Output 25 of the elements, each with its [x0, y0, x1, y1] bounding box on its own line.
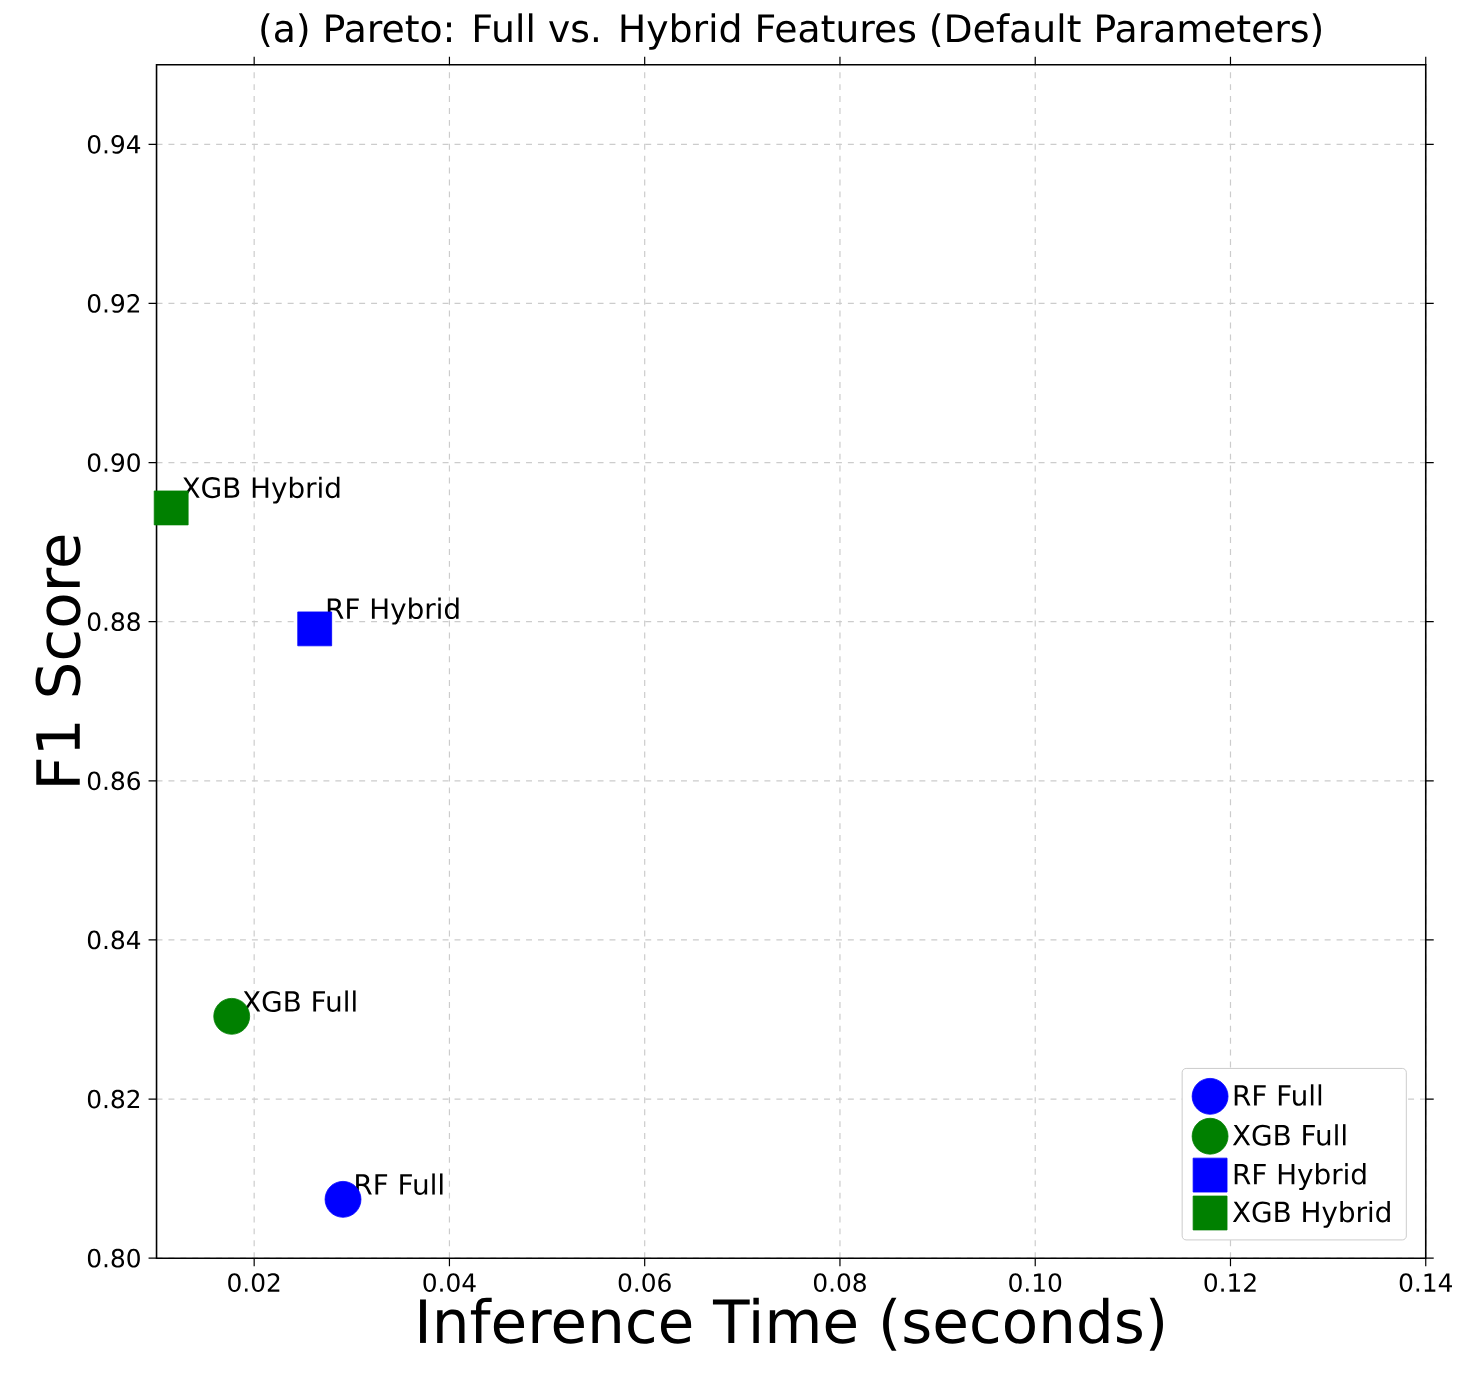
- x-tick-label: 0.10: [1009, 1273, 1062, 1293]
- y-tick-label: 0.88: [87, 612, 140, 632]
- legend-label: RF Hybrid: [1234, 1163, 1366, 1191]
- y-tick-label: 0.92: [87, 294, 140, 313]
- y-axis-title: F1 Score: [35, 535, 81, 785]
- x-tick-label: 0.08: [813, 1273, 866, 1293]
- x-tick-label: 0.02: [228, 1273, 280, 1293]
- legend-label: XGB Full: [1232, 1124, 1346, 1146]
- x-tick-label: 0.04: [423, 1273, 476, 1293]
- annotation: RF Full: [356, 1173, 443, 1196]
- chart-title: (a) Pareto: Full vs. Hybrid Features (Default Parameters): [261, 13, 1321, 50]
- y-tick-label: 0.94: [87, 134, 141, 154]
- x-tick-label: 0.14: [1399, 1273, 1452, 1293]
- annotation: XGB Full: [242, 990, 356, 1013]
- x-axis-title: Inference Time (seconds): [420, 1297, 1163, 1351]
- legend-label: RF Full: [1234, 1084, 1322, 1106]
- legend-label: XGB Hybrid: [1232, 1201, 1390, 1228]
- y-tick-label: 0.90: [87, 453, 140, 473]
- annotation: XGB Hybrid: [182, 476, 340, 504]
- y-tick-label: 0.84: [87, 930, 141, 950]
- y-tick-label: 0.80: [87, 1248, 140, 1268]
- y-tick-label: 0.82: [87, 1089, 140, 1109]
- x-tick-label: 0.12: [1204, 1273, 1256, 1293]
- x-tick-label: 0.06: [618, 1273, 671, 1293]
- y-tick-label: 0.86: [87, 771, 140, 791]
